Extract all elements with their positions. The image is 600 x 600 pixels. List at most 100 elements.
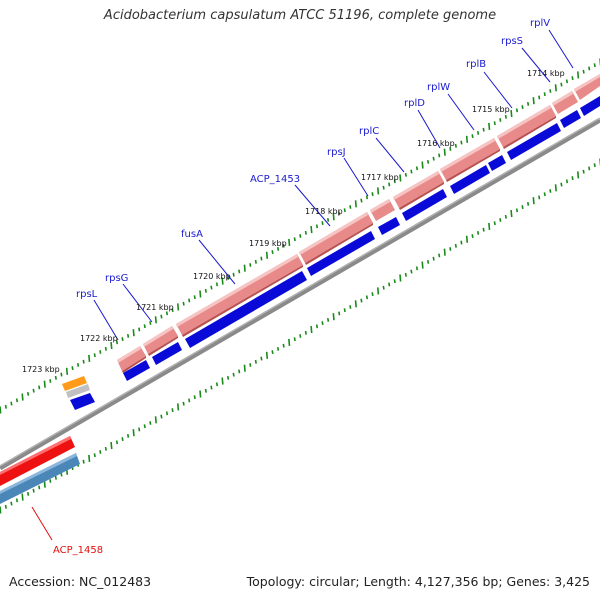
tick-dot [143, 424, 146, 429]
tick-dot [21, 393, 24, 401]
accession-label: Accession: NC_012483 [9, 574, 152, 589]
gene-label-ACP_1458[interactable]: ACP_1458 [53, 545, 103, 556]
tick-dot [565, 79, 569, 84]
tick-dot [332, 213, 335, 221]
forward-gene[interactable] [299, 212, 373, 265]
tick-dot [560, 182, 563, 187]
tick-label-1721: 1721 kbp [136, 303, 174, 312]
cds-arrow[interactable] [307, 231, 375, 276]
forward-gene[interactable] [497, 105, 556, 149]
tick-dot [232, 272, 235, 277]
tick-dot [199, 290, 202, 298]
tick-dot [104, 446, 107, 451]
tick-dot [349, 305, 352, 309]
gray-gene[interactable] [66, 384, 90, 398]
tick-dot [288, 338, 291, 347]
tick-label-1715: 1715 kbp [472, 105, 510, 114]
gene-label-rpsG[interactable]: rpsG [105, 273, 128, 284]
tick-dot [576, 171, 580, 179]
tick-dot [121, 337, 124, 342]
tick-dot [521, 105, 524, 110]
tick-dot [176, 303, 180, 311]
tick-dot [515, 208, 519, 213]
tick-dot [54, 375, 57, 380]
forward-gene[interactable] [370, 199, 395, 221]
cds-arrow[interactable] [402, 189, 447, 221]
leader-line [417, 109, 441, 149]
red-gene[interactable] [0, 436, 75, 486]
gene-label-rpsS[interactable]: rpsS [501, 36, 523, 47]
tick-dot [493, 221, 496, 226]
cds-arrow[interactable] [507, 123, 561, 160]
tick-dot [304, 330, 307, 335]
cds-arrow[interactable] [580, 96, 600, 116]
cds-arrow[interactable] [450, 165, 490, 194]
tick-dot [438, 153, 441, 158]
leader-line [93, 299, 119, 341]
tick-dot [326, 317, 330, 322]
tick-dot [132, 329, 135, 337]
tick-dot [243, 364, 246, 372]
gene-label-rpsL[interactable]: rpsL [76, 289, 98, 300]
tick-dot [15, 398, 19, 403]
steel-blue-gene[interactable] [0, 453, 80, 504]
tick-dot [321, 221, 324, 226]
gene-label-fusA[interactable]: fusA [181, 229, 203, 240]
tick-dot [76, 362, 80, 367]
cds-arrow[interactable] [378, 217, 400, 235]
tick-dot [154, 316, 157, 324]
tick-dot [10, 501, 13, 506]
cds-arrow[interactable] [152, 342, 182, 365]
gene-label-rplV[interactable]: rplV [530, 18, 550, 29]
tick-dot [149, 321, 152, 325]
tick-dot [88, 354, 91, 363]
tick-label-1717: 1717 kbp [361, 173, 399, 182]
tick-dot [293, 337, 296, 342]
gene-label-ACP_1453[interactable]: ACP_1453 [250, 174, 300, 185]
cds-arrow[interactable] [560, 110, 581, 128]
cds-arrow[interactable] [123, 360, 150, 381]
tick-dot [315, 324, 319, 329]
tick-dot [471, 234, 474, 239]
tick-dot [4, 504, 7, 509]
tick-dot [32, 388, 35, 393]
forward-gene[interactable] [552, 91, 578, 114]
tick-dot [554, 84, 557, 92]
tick-dot [399, 174, 402, 182]
tick-dot [49, 379, 52, 383]
tick-dot [304, 230, 307, 235]
tick-dot [354, 200, 357, 208]
tick-dot [249, 363, 252, 367]
tick-dot [315, 224, 319, 229]
tick-labels: 1714 kbp 1715 kbp 1716 kbp 1717 kbp 1718… [22, 69, 565, 374]
cds-arrow[interactable] [488, 155, 506, 171]
gene-label-rplB[interactable]: rplB [466, 59, 486, 70]
tick-dot [226, 375, 230, 380]
forward-gene[interactable] [117, 346, 146, 373]
tick-dot [404, 272, 407, 277]
cds-arrow[interactable] [185, 271, 307, 348]
tick-dot [488, 122, 491, 131]
forward-gene[interactable] [440, 138, 500, 182]
small-genes [62, 376, 95, 410]
forward-gene[interactable] [574, 74, 600, 100]
tick-dot [399, 274, 402, 282]
tick-dot [482, 127, 485, 132]
tick-label-1722: 1722 kbp [80, 334, 118, 343]
gene-label-rplD[interactable]: rplD [404, 98, 425, 109]
tick-dot [421, 261, 424, 269]
gene-label-rplW[interactable]: rplW [427, 82, 450, 93]
tick-dot [238, 369, 241, 374]
gene-label-rplC[interactable]: rplC [359, 126, 379, 137]
tick-dot [510, 209, 513, 218]
forward-gene[interactable] [176, 254, 303, 337]
orange-gene[interactable] [62, 376, 87, 391]
forward-gene[interactable] [393, 171, 444, 210]
tick-dot [349, 205, 352, 209]
forward-gene[interactable] [143, 326, 178, 356]
cds-arrow[interactable] [70, 393, 95, 410]
leader-line [198, 239, 236, 285]
gene-label-rpsJ[interactable]: rpsJ [327, 147, 346, 158]
leader-line [375, 137, 405, 173]
lower-left-genes [0, 436, 80, 504]
